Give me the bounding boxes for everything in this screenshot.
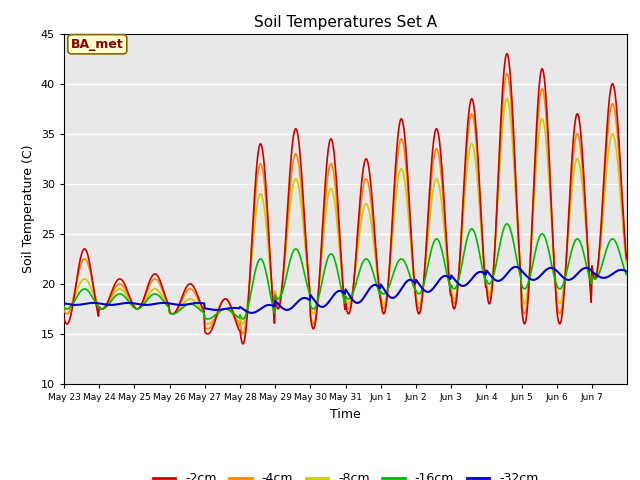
X-axis label: Time: Time	[330, 408, 361, 420]
Text: BA_met: BA_met	[71, 38, 124, 51]
Y-axis label: Soil Temperature (C): Soil Temperature (C)	[22, 144, 35, 273]
Title: Soil Temperatures Set A: Soil Temperatures Set A	[254, 15, 437, 30]
Legend: -2cm, -4cm, -8cm, -16cm, -32cm: -2cm, -4cm, -8cm, -16cm, -32cm	[148, 468, 543, 480]
